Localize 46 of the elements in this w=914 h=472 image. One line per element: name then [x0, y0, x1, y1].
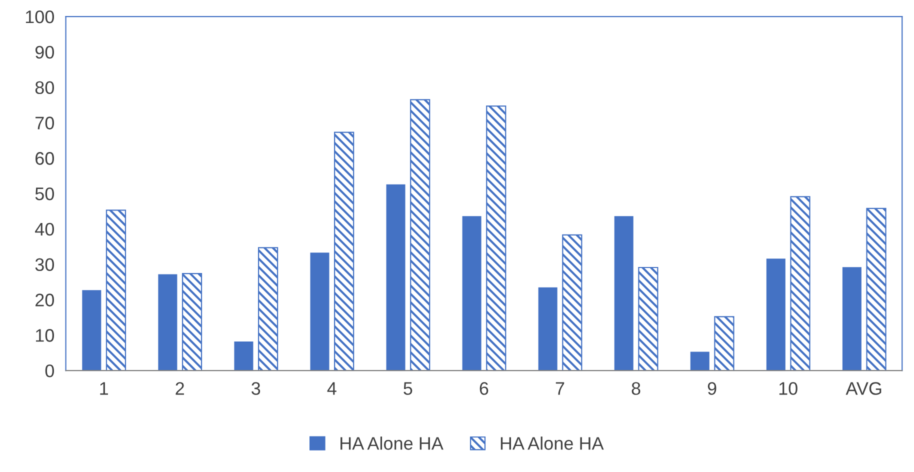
- y-tick-label: 40: [35, 222, 54, 236]
- bar: [614, 216, 634, 371]
- bar: [386, 184, 406, 371]
- bar: [334, 132, 354, 371]
- x-tick-label: 2: [176, 382, 184, 395]
- bar: [842, 267, 862, 371]
- bar: [410, 99, 430, 371]
- bar: [310, 252, 330, 371]
- legend-label: HA Alone HA: [500, 436, 604, 450]
- y-tick-label: 80: [35, 81, 54, 94]
- bar: [562, 234, 582, 371]
- bar: [790, 196, 810, 371]
- bar: [538, 287, 558, 371]
- x-tick-label: 5: [404, 382, 412, 395]
- bar: [258, 247, 278, 371]
- y-tick-label: 50: [35, 187, 54, 200]
- bar: [462, 216, 482, 371]
- y-tick-label: 20: [36, 294, 54, 306]
- x-tick-label: 10: [779, 382, 798, 395]
- y-tick-label: 60: [36, 152, 54, 165]
- bar: [82, 290, 102, 371]
- bar: [486, 106, 506, 371]
- y-tick-label: 0: [45, 364, 54, 378]
- x-tick-label: 9: [708, 382, 716, 395]
- bar: [866, 208, 886, 371]
- x-tick-label: 1: [100, 382, 108, 395]
- x-tick-label: 6: [480, 382, 488, 395]
- bar: [182, 272, 202, 371]
- y-tick-label: 100: [26, 10, 54, 24]
- y-tick-label: 90: [35, 46, 54, 59]
- x-tick-label: 3: [252, 382, 260, 395]
- legend-label: HA Alone HA: [340, 436, 444, 450]
- bar: [690, 352, 710, 371]
- bar: [106, 210, 126, 371]
- bar: [638, 266, 658, 371]
- y-tick-label: 70: [36, 116, 54, 130]
- bar: [714, 316, 734, 371]
- x-tick-label: 4: [327, 382, 336, 395]
- x-tick-label: 8: [632, 382, 640, 395]
- bar: [158, 274, 178, 371]
- x-tick-label: AVG: [846, 382, 882, 395]
- bar: [766, 258, 786, 371]
- y-tick-label: 30: [35, 258, 54, 272]
- y-tick-label: 10: [36, 329, 54, 342]
- x-tick-label: 7: [556, 382, 564, 395]
- bar: [234, 341, 254, 371]
